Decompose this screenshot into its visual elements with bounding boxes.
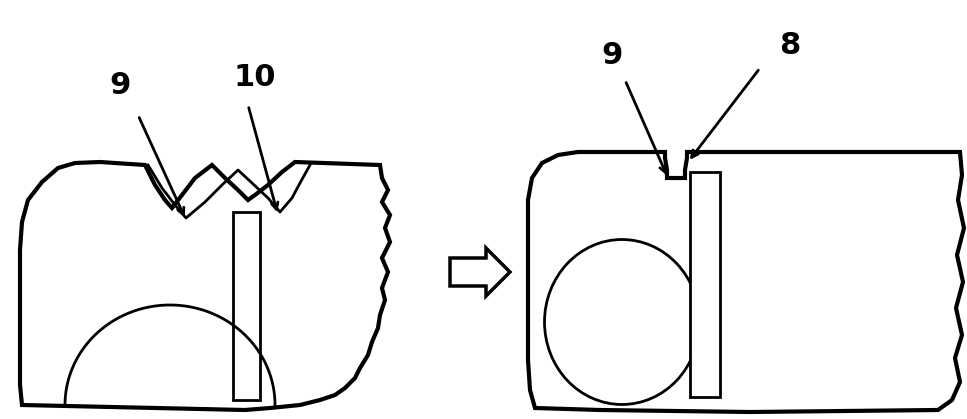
Bar <box>690 172 720 397</box>
PathPatch shape <box>528 152 964 412</box>
Bar <box>233 212 260 400</box>
Text: 8: 8 <box>779 31 801 59</box>
PathPatch shape <box>20 162 390 410</box>
Text: 10: 10 <box>234 64 277 93</box>
PathPatch shape <box>450 248 510 296</box>
Text: 9: 9 <box>601 41 623 70</box>
Text: 9: 9 <box>109 70 131 99</box>
